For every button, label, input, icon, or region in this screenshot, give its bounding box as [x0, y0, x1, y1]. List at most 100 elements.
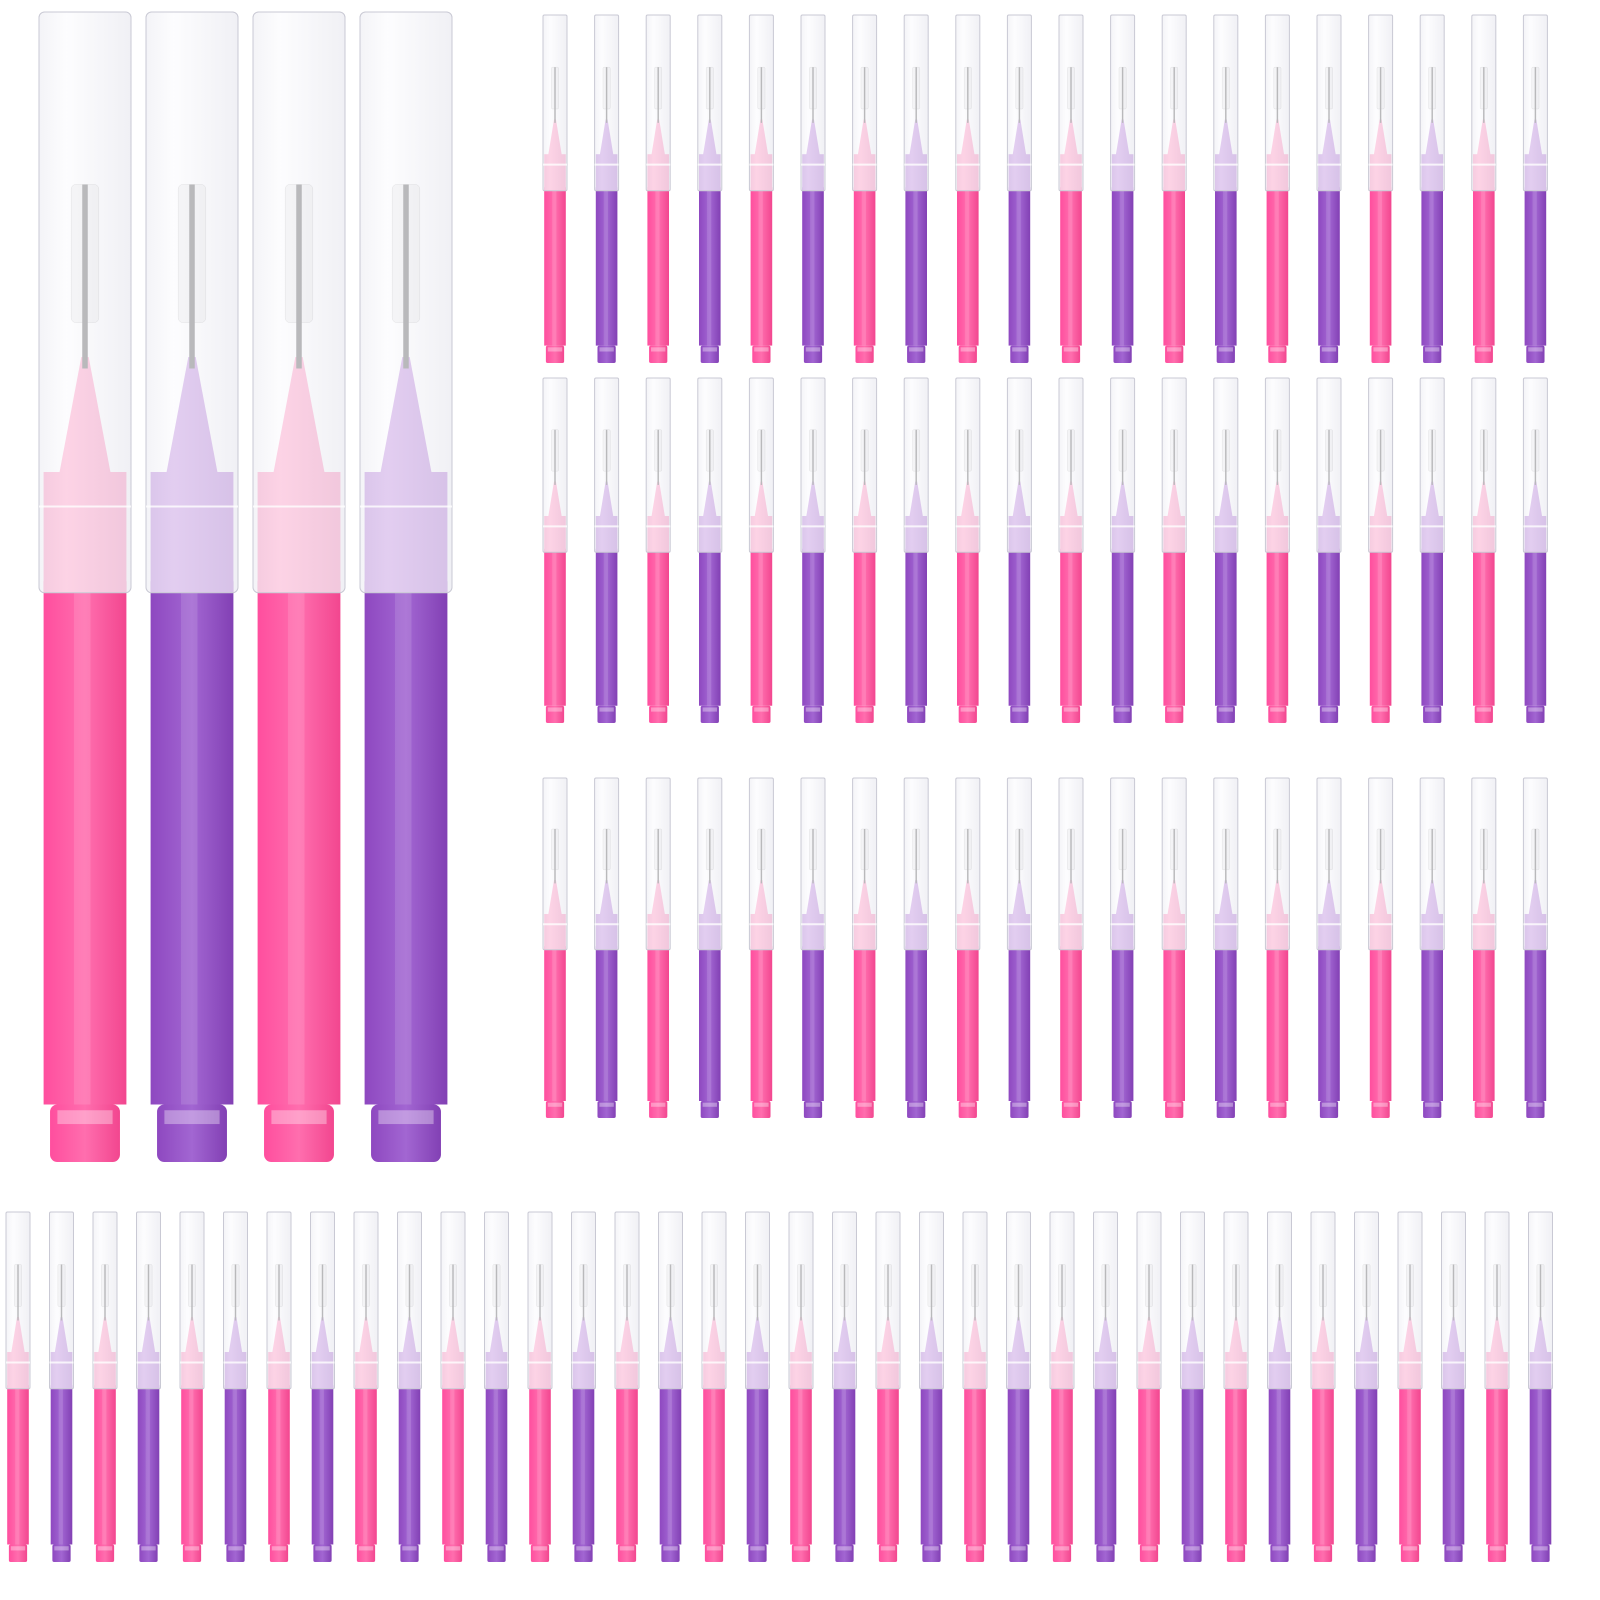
brush	[903, 377, 929, 723]
base-ring	[1270, 707, 1285, 712]
brush	[359, 11, 453, 1162]
handle	[659, 1385, 682, 1545]
base-ring	[1167, 707, 1182, 712]
handle	[1355, 1385, 1378, 1545]
brush	[1264, 377, 1290, 723]
handle-highlight	[798, 1388, 803, 1545]
handle-highlight	[810, 552, 815, 706]
brush	[658, 1211, 683, 1562]
handle	[398, 1385, 421, 1545]
cap	[527, 1211, 553, 1390]
base-ring	[184, 1546, 200, 1551]
handle	[905, 946, 927, 1101]
handle-highlight	[1059, 1388, 1064, 1545]
base-ring	[402, 1546, 417, 1551]
handle-highlight	[1119, 552, 1125, 706]
handle-base	[1474, 1101, 1493, 1118]
handle-highlight	[1015, 1388, 1020, 1545]
handle-base	[791, 1544, 811, 1562]
handle	[1163, 548, 1185, 706]
cap	[1316, 14, 1342, 192]
cap	[1264, 14, 1290, 192]
handle-highlight	[913, 190, 918, 346]
brush	[1161, 377, 1187, 723]
handle	[647, 548, 669, 706]
cap	[49, 1211, 74, 1390]
brush	[1522, 777, 1548, 1118]
cap	[1316, 777, 1342, 951]
base-ring	[547, 1102, 563, 1107]
base-ring	[547, 707, 563, 712]
handle-base	[1371, 705, 1390, 723]
brush	[1006, 377, 1032, 723]
brush	[527, 1211, 553, 1562]
handle-highlight	[1532, 552, 1537, 706]
handle-base	[1268, 1101, 1287, 1118]
cap	[903, 777, 929, 951]
brush	[1049, 1211, 1075, 1562]
brush	[594, 14, 620, 363]
brush	[1136, 1211, 1162, 1562]
base-ring	[1185, 1546, 1200, 1551]
handle	[1369, 187, 1392, 346]
cap	[542, 777, 568, 951]
handle-base	[1052, 1544, 1072, 1562]
handle	[442, 1385, 464, 1545]
handle-highlight	[603, 949, 609, 1101]
handle	[1008, 946, 1031, 1101]
cap	[1368, 14, 1394, 192]
handle-base	[1526, 345, 1545, 363]
base-ring	[1425, 707, 1440, 712]
base-ring	[754, 347, 769, 352]
handle	[964, 1385, 986, 1545]
handle-base	[1319, 345, 1339, 363]
cap	[745, 1211, 770, 1390]
cap	[1006, 377, 1032, 553]
base-ring	[754, 1102, 769, 1107]
handle	[1318, 187, 1340, 346]
handle	[1486, 1385, 1508, 1545]
handle	[1215, 187, 1237, 346]
handle	[833, 1385, 856, 1545]
handle-base	[1226, 1544, 1246, 1562]
handle-base	[748, 1544, 767, 1562]
handle-base	[1423, 1101, 1442, 1118]
handle-base	[1319, 1101, 1339, 1118]
handle-highlight	[1429, 190, 1434, 346]
base-ring	[141, 1546, 156, 1551]
handle-highlight	[1274, 552, 1279, 706]
brush	[800, 14, 826, 363]
handle	[595, 187, 618, 346]
handle	[1266, 187, 1289, 346]
cap	[1310, 1211, 1336, 1390]
brush	[697, 377, 723, 723]
handle	[905, 187, 927, 346]
handle-highlight	[758, 949, 763, 1101]
cap	[1471, 377, 1497, 553]
handle-base	[95, 1544, 115, 1562]
handle	[1421, 548, 1443, 706]
handle-highlight	[1274, 190, 1279, 346]
base-ring	[1315, 1546, 1331, 1551]
cap	[852, 377, 878, 553]
handle	[647, 187, 669, 346]
base-ring	[1359, 1546, 1374, 1551]
handle-highlight	[913, 552, 918, 706]
handle-highlight	[706, 552, 712, 706]
handle	[1529, 1385, 1552, 1545]
handle-highlight	[1276, 1388, 1281, 1545]
cap	[1471, 14, 1497, 192]
handle-base	[400, 1544, 419, 1562]
cap	[1049, 1211, 1075, 1390]
brush	[1058, 14, 1084, 363]
handle-base	[704, 1544, 724, 1562]
handle	[1318, 946, 1340, 1101]
handle-base	[52, 1544, 71, 1562]
handle-base	[1113, 705, 1132, 723]
handle-base	[1526, 705, 1545, 723]
handle	[853, 946, 876, 1101]
cap	[1441, 1211, 1466, 1390]
cap	[92, 1211, 118, 1390]
handle	[1473, 548, 1495, 706]
handle	[1266, 946, 1289, 1101]
